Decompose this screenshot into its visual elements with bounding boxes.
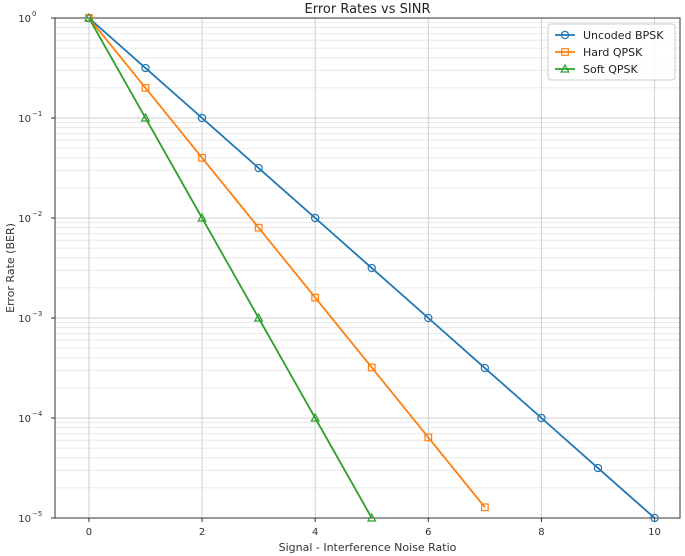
x-tick-label: 6: [425, 527, 431, 538]
y-tick-exponent: 0: [32, 10, 36, 18]
legend-box: [547, 23, 676, 81]
x-tick-label: 4: [312, 527, 318, 538]
y-tick-label: 10: [18, 314, 31, 325]
data-point-uncoded-bpsk: [537, 413, 546, 423]
plot-area: [54, 17, 681, 519]
y-tick-exponent: −2: [32, 210, 42, 218]
y-tick-exponent: −5: [32, 510, 42, 518]
axis-ticks: 10 010 −110 −210 −310 −410 −50 2 4 6 8 10: [18, 10, 661, 538]
data-point-hard-qpsk: [424, 433, 433, 442]
legend-label-hard-qpsk: Hard QPSK: [583, 46, 643, 59]
data-point-soft-qpsk: [140, 112, 151, 122]
data-point-uncoded-bpsk: [367, 263, 376, 273]
series-line-hard-qpsk: [88, 17, 486, 508]
y-tick-label: 10: [18, 214, 31, 225]
data-point-soft-qpsk: [84, 12, 94, 22]
legend: Uncoded BPSK Hard QPSK Soft QPSK: [547, 23, 676, 81]
data-point-hard-qpsk: [141, 83, 150, 92]
data-point-soft-qpsk: [366, 512, 377, 522]
data-point-hard-qpsk: [254, 223, 263, 232]
data-point-uncoded-bpsk: [197, 113, 207, 123]
legend-marker-soft-qpsk: [560, 63, 570, 73]
y-axis-label: Error Rate (BER): [4, 223, 17, 313]
legend-label-uncoded-bpsk: Uncoded BPSK: [583, 29, 664, 42]
x-tick-label: 10: [648, 527, 661, 538]
legend-marker-uncoded-bpsk: [560, 30, 570, 40]
y-tick-label: 10: [18, 514, 31, 525]
y-tick-exponent: −4: [32, 410, 43, 418]
data-point-hard-qpsk: [311, 293, 320, 302]
y-tick-label: 10: [18, 114, 31, 125]
data-point-soft-qpsk: [253, 312, 264, 322]
x-axis-label: Signal - Interference Noise Ratio: [279, 541, 457, 554]
data-point-soft-qpsk: [197, 212, 207, 222]
x-tick-label: 8: [538, 527, 544, 538]
y-tick-exponent: −3: [32, 310, 42, 318]
data-point-uncoded-bpsk: [141, 63, 150, 73]
data-point-uncoded-bpsk: [254, 163, 263, 173]
data-point-soft-qpsk: [310, 412, 320, 422]
data-point-uncoded-bpsk: [650, 513, 659, 523]
x-tick-label: 0: [86, 527, 92, 538]
data-point-hard-qpsk: [480, 503, 489, 512]
y-tick-label: 10: [18, 14, 31, 25]
data-point-uncoded-bpsk: [480, 363, 490, 373]
data-point-uncoded-bpsk: [310, 213, 320, 223]
chart-title: Error Rates vs SINR: [305, 2, 431, 17]
data-point-uncoded-bpsk: [593, 463, 603, 473]
y-tick-exponent: −1: [32, 110, 42, 118]
x-tick-label: 2: [199, 527, 205, 538]
series-line-uncoded-bpsk: [88, 17, 656, 519]
series-group: [84, 12, 659, 523]
legend-label-soft-qpsk: Soft QPSK: [583, 63, 638, 76]
data-point-uncoded-bpsk: [424, 313, 433, 323]
series-soft-qpsk: [84, 12, 377, 522]
data-point-hard-qpsk: [367, 363, 376, 372]
series-line-soft-qpsk: [88, 17, 373, 519]
data-point-hard-qpsk: [198, 153, 206, 162]
y-tick-label: 10: [18, 414, 31, 425]
legend-marker-hard-qpsk: [561, 48, 569, 56]
